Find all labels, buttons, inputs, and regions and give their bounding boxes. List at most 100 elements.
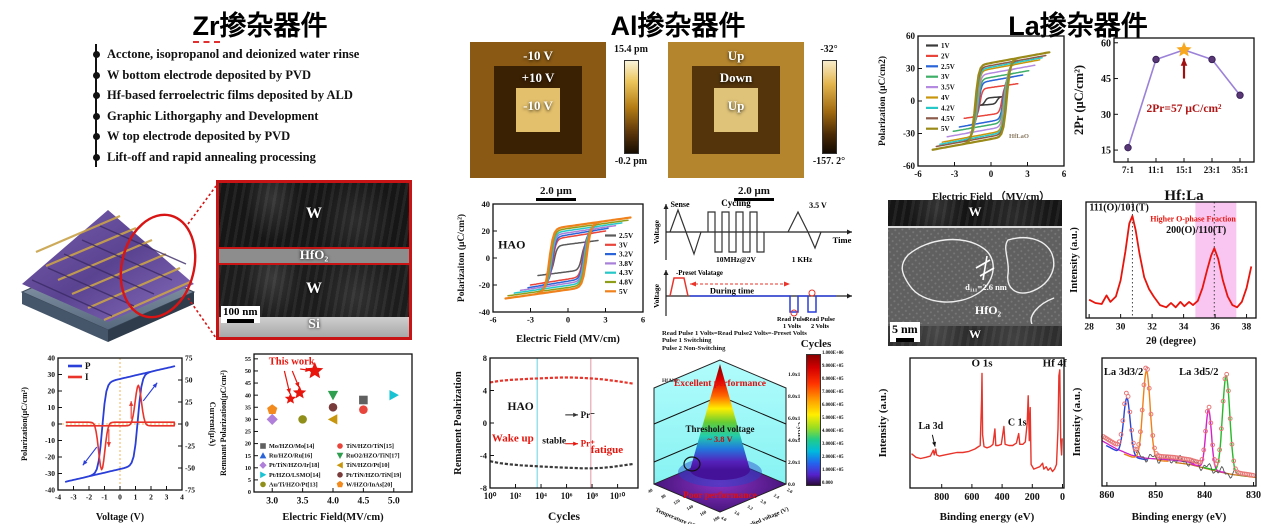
svg-text:-25: -25: [185, 442, 195, 451]
svg-text:0: 0: [51, 420, 55, 429]
svg-text:860: 860: [1099, 490, 1114, 501]
title-zr-suffix: 掺杂器件: [219, 11, 328, 41]
svg-text:-3: -3: [527, 315, 534, 325]
svg-text:-40: -40: [45, 486, 55, 495]
svg-text:120: 120: [672, 498, 681, 506]
pulse-time-label: Time: [833, 235, 852, 245]
cbar3d-tick: 3.000E+05: [822, 442, 844, 447]
svg-text:3.2V: 3.2V: [619, 251, 634, 259]
pulse-bottom-ylabel: Voltage: [652, 283, 661, 308]
svg-text:7:1: 7:1: [1122, 165, 1134, 175]
sem-layer-si: Si: [219, 317, 409, 337]
svg-text:50: 50: [245, 368, 251, 375]
svg-text:38: 38: [1242, 323, 1252, 333]
svg-text:0: 0: [483, 418, 487, 428]
svg-text:-4: -4: [480, 450, 488, 460]
purple-chain-rows: [31, 225, 187, 317]
svg-text:4.0: 4.0: [720, 515, 728, 523]
svg-text:This work: This work: [269, 357, 315, 368]
svg-text:3.8V: 3.8V: [619, 260, 634, 268]
sem-scalebar-line: [227, 319, 254, 323]
svg-text:4V: 4V: [941, 94, 950, 102]
sense-waveform: [669, 208, 702, 256]
svg-text:40: 40: [245, 392, 251, 399]
pfm-phase-core: [714, 88, 758, 132]
svg-text:3: 3: [1025, 169, 1030, 179]
sem-cross-section-image: W HfO₂ W Si 100 nm: [216, 180, 412, 340]
svg-text:800: 800: [934, 492, 949, 503]
pfm-phase-cbar-min: -157. 2°: [812, 156, 846, 167]
pfm-phase-image: Up Down Up: [668, 42, 804, 178]
svg-text:0: 0: [911, 96, 916, 106]
svg-text:4: 4: [483, 385, 488, 395]
svg-text:45: 45: [1101, 74, 1111, 85]
svg-text:HfLaO: HfLaO: [1009, 133, 1029, 140]
cbar3d-tick: 5.000E+05: [822, 416, 844, 421]
pfm-phase-cbar-max: -32°: [820, 44, 838, 55]
tem-dspacing-label: d₁₁₁=2.6 nm: [965, 282, 1007, 292]
svg-text:2.5V: 2.5V: [941, 63, 955, 71]
svg-text:fatigue: fatigue: [591, 444, 624, 456]
sem-scalebar-text: 100 nm: [223, 306, 258, 318]
svg-text:Binding energy (eV): Binding energy (eV): [1132, 511, 1227, 523]
svg-text:O 1s: O 1s: [971, 357, 993, 369]
svg-text:10⁰: 10⁰: [484, 491, 497, 501]
pulse-scheme-diagram: Voltage Time Sense Cycling 10MHz@2V 3.5 …: [652, 198, 852, 330]
svg-text:Remnant Polarization(μC/cm²): Remnant Polarization(μC/cm²): [219, 370, 228, 476]
svg-text:2.5V: 2.5V: [619, 232, 634, 240]
svg-text:10⁴: 10⁴: [535, 491, 547, 501]
svg-text:Remanent Poalrization: Remanent Poalrization: [453, 371, 464, 475]
pulse-note-3: Pulse 2 Non-Switching: [662, 344, 726, 352]
svg-text:3: 3: [165, 493, 169, 502]
svg-text:32: 32: [1147, 323, 1157, 333]
svg-text:-3: -3: [70, 493, 76, 502]
svg-text:2Pr=57 μC/cm²: 2Pr=57 μC/cm²: [1147, 103, 1223, 115]
svg-text:Electric Field （MV/cm）: Electric Field （MV/cm）: [932, 190, 1050, 203]
svg-text:Polarization (μC/cm2): Polarization (μC/cm2): [877, 56, 888, 146]
svg-text:La 3d5/2: La 3d5/2: [1179, 367, 1218, 378]
process-step-list: Acctone, isopropanol and deionized water…: [92, 44, 432, 167]
read-pulse2-label: Read Pulse: [805, 316, 835, 323]
svg-text:4.0: 4.0: [327, 497, 339, 507]
svg-text:1.0x10⁶: 1.0x10⁶: [788, 372, 800, 378]
svg-text:3.2: 3.2: [746, 504, 754, 512]
svg-text:Binding energy (eV): Binding energy (eV): [940, 511, 1035, 523]
svg-text:-20: -20: [479, 280, 490, 290]
svg-text:28: 28: [1084, 323, 1094, 333]
svg-text:-4: -4: [55, 493, 61, 502]
svg-text:80: 80: [660, 493, 667, 500]
svg-text:6.0x10⁵: 6.0x10⁵: [788, 416, 800, 422]
tem-label-w-bottom: W: [969, 327, 981, 341]
pulse-note-1: Read Pulse 1 Volts=Read Pulse2 Volts=-Pr…: [662, 330, 807, 337]
cycling-waveform: [707, 211, 765, 253]
column-title-zr: Zr掺杂器件: [150, 4, 370, 43]
svg-text:3.6: 3.6: [733, 510, 741, 518]
preset-pulse: [669, 277, 689, 297]
cbar3d-tick: 2.000E+05: [822, 455, 844, 460]
svg-text:200(O)/110(T): 200(O)/110(T): [1166, 225, 1226, 236]
gold-chain-rows: [35, 214, 191, 322]
pfm-amp-cbar-min: -0.2 pm: [614, 156, 648, 167]
svg-text:10: 10: [48, 403, 56, 412]
process-step: W top electrode deposited by PVD: [92, 126, 432, 147]
process-step: Graphic Lithorgaphy and Development: [92, 106, 432, 127]
svg-text:Cycles: Cycles: [548, 511, 580, 523]
svg-text:30: 30: [245, 417, 251, 424]
cbar3d-tick: 9.000E+05: [822, 364, 844, 369]
svg-text:6: 6: [641, 315, 645, 325]
pfm-amp-scalebar: 2.0 μm: [536, 181, 576, 201]
svg-text:8.0x10⁵: 8.0x10⁵: [788, 394, 800, 400]
sem-layer-w-top: W: [219, 183, 409, 247]
cbar3d-tick: 4.000E+05: [822, 429, 844, 434]
svg-text:Intensity (a.u.): Intensity (a.u.): [878, 388, 889, 457]
zr-benchmark-scatter-chart: 3.0 3.5 4.0 4.5 5.0 0 5 10 15 20 25 30 35 40 45 50 55 Ele…: [219, 353, 413, 523]
svg-text:I: I: [85, 372, 89, 382]
svg-text:-50: -50: [185, 464, 195, 473]
svg-text:Polarizaiton (μC/cm²): Polarizaiton (μC/cm²): [456, 214, 467, 302]
sem-layer-hfo2: HfO₂: [219, 247, 409, 263]
sweep-freq-label: 1 KHz: [792, 255, 813, 264]
svg-text:5V: 5V: [941, 125, 950, 133]
crossbar-lattice-image: [20, 210, 197, 342]
pfm-amp-label-core: -10 V: [523, 98, 553, 113]
